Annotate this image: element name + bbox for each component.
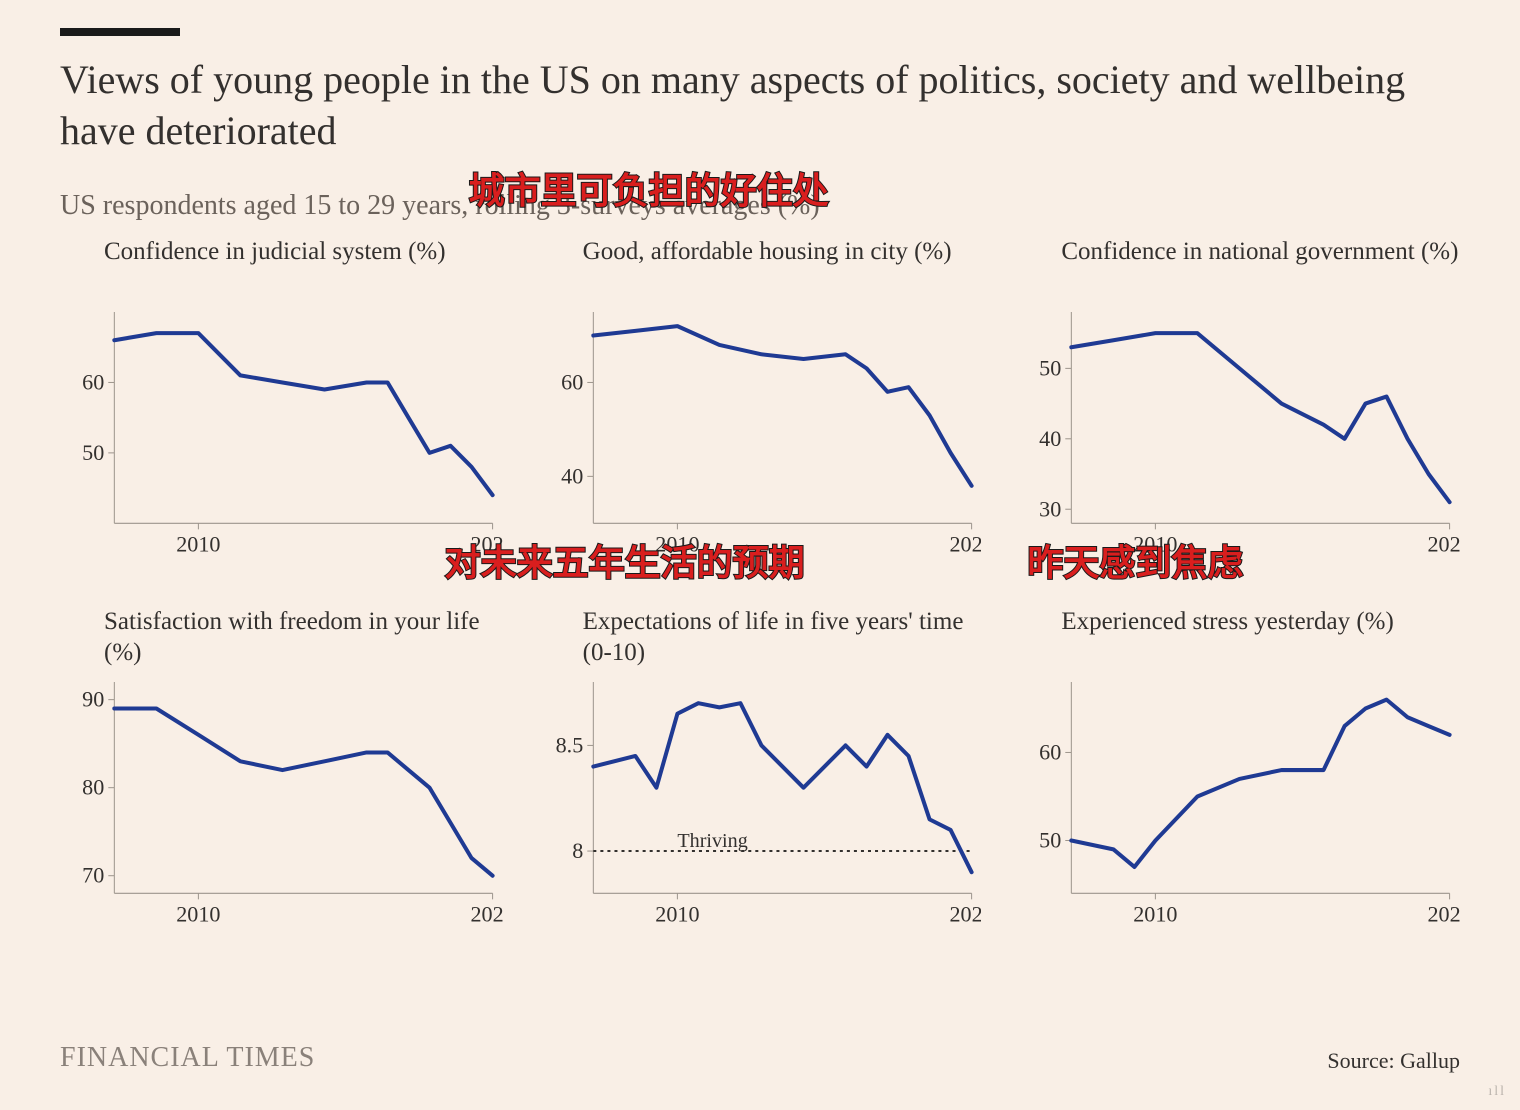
subhead: US respondents aged 15 to 29 years, roll… xyxy=(60,190,1460,222)
svg-text:2010: 2010 xyxy=(176,532,220,557)
svg-text:80: 80 xyxy=(82,775,104,800)
svg-text:30: 30 xyxy=(1039,497,1061,522)
source: Source: Gallup xyxy=(1327,1048,1460,1074)
svg-text:2010: 2010 xyxy=(1134,901,1178,926)
panel-title: Confidence in judicial system (%) xyxy=(60,236,503,302)
svg-text:2010: 2010 xyxy=(655,532,699,557)
panel-housing: Good, affordable housing in city (%) 40 60… xyxy=(539,236,982,558)
plot-stress: 50 60 2010 2024 xyxy=(1017,676,1460,928)
plot-housing: 40 60 2010 2024 xyxy=(539,306,982,558)
svg-text:8.5: 8.5 xyxy=(555,732,583,757)
svg-text:2024: 2024 xyxy=(1428,532,1460,557)
svg-text:2024: 2024 xyxy=(949,901,981,926)
svg-text:50: 50 xyxy=(1039,827,1061,852)
series-line xyxy=(1072,334,1450,503)
series-line xyxy=(593,326,971,486)
svg-text:50: 50 xyxy=(1039,356,1061,381)
svg-text:60: 60 xyxy=(82,370,104,395)
panel-stress: Experienced stress yesterday (%) 50 60 2010… xyxy=(1017,606,1460,928)
plot-freedom: 70 80 90 2010 2024 xyxy=(60,676,503,928)
svg-text:8: 8 xyxy=(572,838,583,863)
panel-judicial: Confidence in judicial system (%) 50 60 201… xyxy=(60,236,503,558)
svg-text:2024: 2024 xyxy=(470,901,502,926)
page: Views of young people in the US on many … xyxy=(0,0,1520,1110)
panel-title: Confidence in national government (%) xyxy=(1017,236,1460,302)
panel-title: Satisfaction with freedom in your life (… xyxy=(60,606,503,672)
svg-text:2024: 2024 xyxy=(470,532,502,557)
svg-text:40: 40 xyxy=(561,464,583,489)
svg-text:90: 90 xyxy=(82,687,104,712)
headline: Views of young people in the US on many … xyxy=(60,54,1410,156)
brand: FINANCIAL TIMES xyxy=(60,1042,315,1074)
svg-text:2010: 2010 xyxy=(176,901,220,926)
svg-text:2010: 2010 xyxy=(1134,532,1178,557)
plot-natgov: 30 40 50 2010 2024 xyxy=(1017,306,1460,558)
series-line xyxy=(114,708,492,875)
svg-text:2010: 2010 xyxy=(655,901,699,926)
svg-text:2024: 2024 xyxy=(949,532,981,557)
svg-text:60: 60 xyxy=(561,370,583,395)
footer: FINANCIAL TIMES Source: Gallup xyxy=(60,1042,1460,1074)
panel-title: Good, affordable housing in city (%) xyxy=(539,236,982,302)
plot-life5yr: 8 8.5 2010 2024 Thriving xyxy=(539,676,982,928)
svg-text:50: 50 xyxy=(82,440,104,465)
svg-text:70: 70 xyxy=(82,863,104,888)
svg-text:60: 60 xyxy=(1039,739,1061,764)
panel-freedom: Satisfaction with freedom in your life (… xyxy=(60,606,503,928)
panel-life5yr: Expectations of life in five years' time… xyxy=(539,606,982,928)
panel-title: Experienced stress yesterday (%) xyxy=(1017,606,1460,672)
watermark: ıll xyxy=(1488,1084,1506,1100)
top-rule xyxy=(60,28,180,36)
svg-text:40: 40 xyxy=(1039,426,1061,451)
panel-natgov: Confidence in national government (%) 30 4… xyxy=(1017,236,1460,558)
svg-text:Thriving: Thriving xyxy=(677,830,747,852)
series-line xyxy=(1072,700,1450,867)
series-line xyxy=(593,703,971,872)
panel-title: Expectations of life in five years' time… xyxy=(539,606,982,672)
svg-text:2024: 2024 xyxy=(1428,901,1460,926)
series-line xyxy=(114,334,492,496)
plot-judicial: 50 60 2010 2024 xyxy=(60,306,503,558)
chart-grid: Confidence in judicial system (%) 50 60 201… xyxy=(60,236,1460,916)
